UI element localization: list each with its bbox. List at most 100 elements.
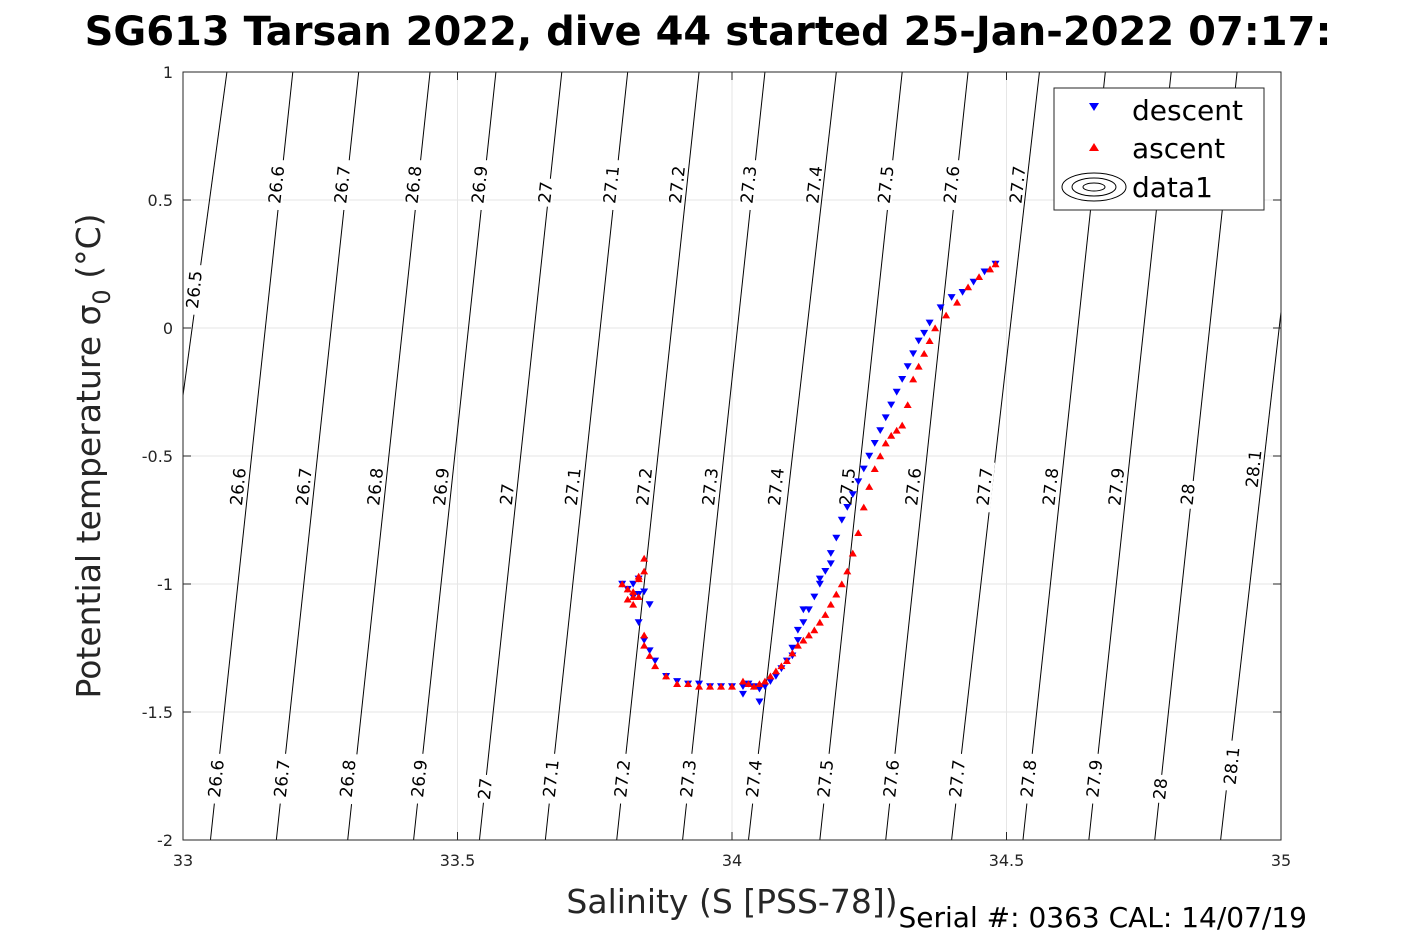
density-contour-label: 26.9 <box>468 165 492 205</box>
ascent-point <box>815 618 824 626</box>
density-contour-label: 28 <box>1178 483 1200 507</box>
density-contour-label-bg <box>1242 443 1265 495</box>
density-contour-label: 27.9 <box>1105 467 1129 507</box>
density-contour-label: 27.8 <box>1017 759 1041 799</box>
legend-descent-marker <box>1089 103 1099 111</box>
density-contour-label: 27 <box>535 181 557 205</box>
descent-point <box>903 363 912 370</box>
ascent-point <box>640 567 649 575</box>
density-contour-label-bg <box>1150 774 1170 804</box>
descent-point <box>788 644 797 652</box>
density-contour-label-bg <box>468 158 491 211</box>
ascent-point <box>777 662 786 670</box>
descent-point <box>870 440 879 447</box>
descent-point <box>881 414 890 422</box>
y-tick-label: 0.5 <box>148 191 173 210</box>
ascent-point <box>799 636 808 644</box>
chart-title: SG613 Tarsan 2022, dive 44 started 25-Ja… <box>85 9 1332 55</box>
density-contour-label: 27.2 <box>666 165 690 205</box>
legend-box <box>1053 87 1265 211</box>
ascent-point <box>870 465 879 472</box>
density-contour-label: 27.3 <box>699 467 723 507</box>
y-axis-label-sigma: σ <box>69 305 108 326</box>
density-contour-label: 27.6 <box>941 165 965 205</box>
legend-data1-label: data1 <box>1132 171 1213 204</box>
legend: descent ascent data1 <box>1053 87 1265 211</box>
serial-note: Serial #: 0363 CAL: 14/07/19 <box>899 901 1307 934</box>
ascent-point <box>788 649 797 657</box>
descent-point <box>738 690 747 698</box>
density-contour-label: 26.8 <box>337 759 361 799</box>
density-contour-label-bg <box>765 461 787 513</box>
density-contour-label-bg <box>1039 461 1062 513</box>
ascent-point <box>848 549 857 557</box>
descent-point <box>826 550 835 557</box>
density-contour-label-bg <box>408 752 430 805</box>
descent-point <box>738 683 747 690</box>
legend-ascent-marker <box>1089 143 1099 151</box>
density-contour-line <box>951 72 1040 840</box>
density-contour-label: 27.1 <box>540 759 564 799</box>
descent-point <box>859 465 868 473</box>
ascent-point <box>629 600 638 608</box>
density-contour-label-bg <box>271 752 293 805</box>
y-tick-label: -1.5 <box>142 703 173 722</box>
density-contour-label: 27.4 <box>803 165 827 205</box>
descent-point <box>645 647 654 655</box>
density-contour-label: 27.7 <box>974 467 998 507</box>
density-contour-label: 27 <box>497 483 519 507</box>
descent-point <box>909 350 918 358</box>
density-contour-label: 26.6 <box>265 165 289 205</box>
ascent-point <box>931 324 940 332</box>
density-contour-label: 27.1 <box>562 467 586 507</box>
ascent-point <box>634 572 643 580</box>
descent-point <box>640 588 649 596</box>
ascent-point <box>623 585 632 593</box>
ascent-point <box>738 677 747 685</box>
density-contour-label-bg <box>677 752 699 805</box>
descent-point <box>821 568 830 575</box>
ascent-point <box>629 593 638 600</box>
density-contour-label-bg <box>364 461 386 513</box>
density-contour-label: 27 <box>475 777 497 801</box>
ascent-point <box>837 580 846 588</box>
descent-point <box>760 683 769 690</box>
x-tick-label: 33.5 <box>440 851 476 870</box>
density-contour-label-bg <box>633 461 655 513</box>
y-axis-label-unit: (°C) <box>69 214 108 290</box>
descent-point <box>645 601 654 609</box>
descent-point <box>837 516 846 524</box>
y-tick-label: 0 <box>163 319 173 338</box>
density-contour-label-bg <box>1220 740 1243 792</box>
ascent-point <box>804 631 813 639</box>
density-contour-label: 28 <box>1150 777 1172 801</box>
descent-point <box>766 678 775 685</box>
density-contour-label-bg <box>666 158 688 211</box>
density-contour-label-bg <box>902 461 924 513</box>
descent-point <box>815 575 824 583</box>
density-contour-label-bg <box>743 752 765 805</box>
density-contour-label-bg <box>430 461 452 513</box>
ascent-point <box>771 667 780 675</box>
ascent-point <box>793 641 802 649</box>
descent-point <box>826 560 835 568</box>
ascent-point <box>634 593 643 600</box>
descent-point <box>793 626 802 634</box>
density-contour-label-bg <box>611 752 633 805</box>
ascent-point <box>728 682 736 690</box>
density-contour-label: 27.6 <box>902 467 926 507</box>
density-contour-label: 27.8 <box>1039 467 1063 507</box>
x-tick-label: 34 <box>722 851 742 870</box>
y-tick-label: 1 <box>163 63 173 82</box>
density-contour-label: 27.7 <box>946 759 970 799</box>
descent-point <box>799 606 808 614</box>
density-contour-label: 28.1 <box>1221 746 1245 786</box>
ascent-point <box>782 657 791 664</box>
ascent-point <box>810 626 819 634</box>
descent-point <box>848 491 857 498</box>
descent-point <box>640 637 649 644</box>
ascent-point <box>821 611 830 618</box>
descent-point <box>804 606 813 614</box>
descent-point <box>980 268 989 276</box>
